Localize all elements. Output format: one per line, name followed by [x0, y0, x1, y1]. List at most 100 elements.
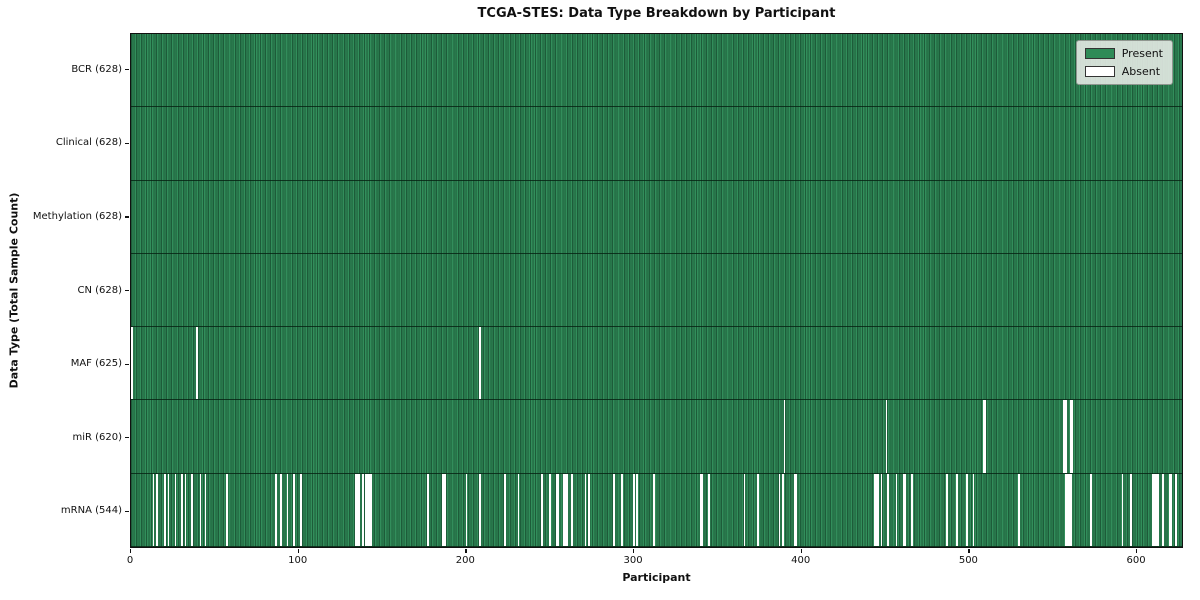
- absent-stripe: [504, 473, 506, 546]
- absent-stripe: [479, 473, 481, 546]
- absent-stripe: [131, 327, 133, 400]
- y-tick-label: mRNA (544): [60, 505, 122, 517]
- absent-stripe: [1064, 473, 1067, 546]
- y-tick-mark: [125, 363, 129, 365]
- absent-stripe: [621, 473, 624, 546]
- absent-stripe: [1130, 473, 1132, 546]
- row-maf: [131, 327, 1182, 401]
- legend-item: Absent: [1084, 65, 1163, 78]
- absent-stripe: [946, 473, 948, 546]
- absent-stripe: [1175, 473, 1177, 546]
- row-cn: [131, 253, 1182, 328]
- row-mrna: [131, 473, 1182, 547]
- absent-stripe: [782, 473, 784, 546]
- y-tick-label: MAF (625): [70, 358, 122, 370]
- absent-stripe: [1155, 473, 1157, 546]
- x-tick-label: 400: [791, 555, 811, 566]
- absent-stripe: [196, 327, 198, 400]
- absent-stripe: [1071, 400, 1074, 473]
- absent-stripe: [1121, 473, 1124, 546]
- absent-stripe: [191, 473, 193, 546]
- absent-stripe: [279, 473, 282, 546]
- legend-label: Absent: [1121, 65, 1161, 78]
- absent-stripe: [1153, 473, 1156, 546]
- absent-stripe: [293, 473, 295, 546]
- absent-stripe: [1066, 473, 1069, 546]
- y-tick-label: BCR (628): [71, 63, 122, 75]
- absent-stripe: [442, 473, 444, 546]
- row-clinical: [131, 107, 1182, 181]
- absent-stripe: [1068, 473, 1070, 546]
- absent-stripe: [783, 400, 786, 473]
- absent-stripe: [571, 473, 573, 546]
- absent-stripe: [982, 400, 985, 473]
- absent-stripe: [366, 473, 369, 546]
- absent-stripe: [1170, 473, 1172, 546]
- y-tick-mark: [125, 142, 129, 145]
- absent-stripe: [370, 473, 372, 546]
- absent-stripe: [356, 473, 359, 546]
- x-tick-mark: [130, 548, 132, 553]
- absent-stripe: [1064, 400, 1067, 473]
- absent-stripe: [479, 327, 481, 400]
- y-tick-mark: [125, 216, 129, 218]
- absent-stripe: [587, 473, 590, 546]
- absent-stripe: [181, 473, 183, 546]
- y-tick-mark: [125, 510, 129, 512]
- x-tick-label: 200: [455, 555, 475, 566]
- absent-stripe: [562, 473, 565, 546]
- absent-stripe: [226, 473, 229, 546]
- x-tick-mark: [297, 548, 299, 553]
- absent-stripe: [636, 473, 639, 546]
- absent-stripe: [557, 473, 560, 546]
- legend: Present Absent: [1075, 40, 1173, 85]
- absent-stripe: [904, 473, 906, 546]
- y-tick-label: miR (620): [72, 431, 122, 443]
- x-axis-label: Participant: [622, 571, 691, 584]
- x-tick-mark: [465, 548, 467, 553]
- absent-stripe: [700, 473, 702, 546]
- absent-stripe: [910, 473, 913, 546]
- absent-stripe: [612, 473, 615, 546]
- absent-stripe: [184, 473, 187, 546]
- absent-stripe: [743, 473, 746, 546]
- chart-title: TCGA-STES: Data Type Breakdown by Partic…: [477, 6, 836, 21]
- absent-stripe: [875, 473, 878, 546]
- y-tick-mark: [125, 290, 129, 292]
- absent-stripe: [793, 473, 796, 546]
- absent-stripe: [1069, 400, 1072, 473]
- absent-stripe: [653, 473, 655, 546]
- absent-stripe: [1156, 473, 1159, 546]
- absent-stripe: [708, 473, 711, 546]
- absent-stripe: [1069, 473, 1072, 546]
- absent-stripe: [701, 473, 704, 546]
- absent-stripe: [174, 473, 177, 546]
- absent-stripe: [549, 473, 552, 546]
- x-tick-mark: [633, 548, 635, 553]
- absent-stripe: [895, 473, 898, 546]
- absent-stripe: [880, 473, 883, 546]
- row-mir: [131, 400, 1182, 474]
- legend-item: Present: [1084, 47, 1163, 60]
- x-tick-mark: [968, 548, 970, 553]
- absent-stripe: [167, 473, 170, 546]
- absent-stripe: [1161, 473, 1164, 546]
- y-tick-label: Clinical (628): [55, 137, 122, 149]
- absent-stripe: [778, 473, 781, 546]
- absent-stripe: [368, 473, 371, 546]
- absent-stripe: [365, 473, 367, 546]
- absent-stripe: [956, 473, 958, 546]
- absent-stripe: [164, 473, 167, 546]
- absent-stripe: [204, 473, 207, 546]
- absent-stripe: [984, 400, 987, 473]
- absent-stripe: [1168, 473, 1171, 546]
- absent-stripe: [517, 473, 520, 546]
- absent-stripe: [199, 473, 202, 546]
- legend-swatch-icon: [1084, 66, 1115, 77]
- y-tick-label: Methylation (628): [32, 210, 122, 222]
- y-tick-mark: [125, 437, 129, 439]
- absent-stripe: [465, 473, 468, 546]
- legend-swatch-icon: [1084, 48, 1115, 59]
- x-tick-label: 0: [126, 555, 134, 566]
- absent-stripe: [1017, 473, 1020, 546]
